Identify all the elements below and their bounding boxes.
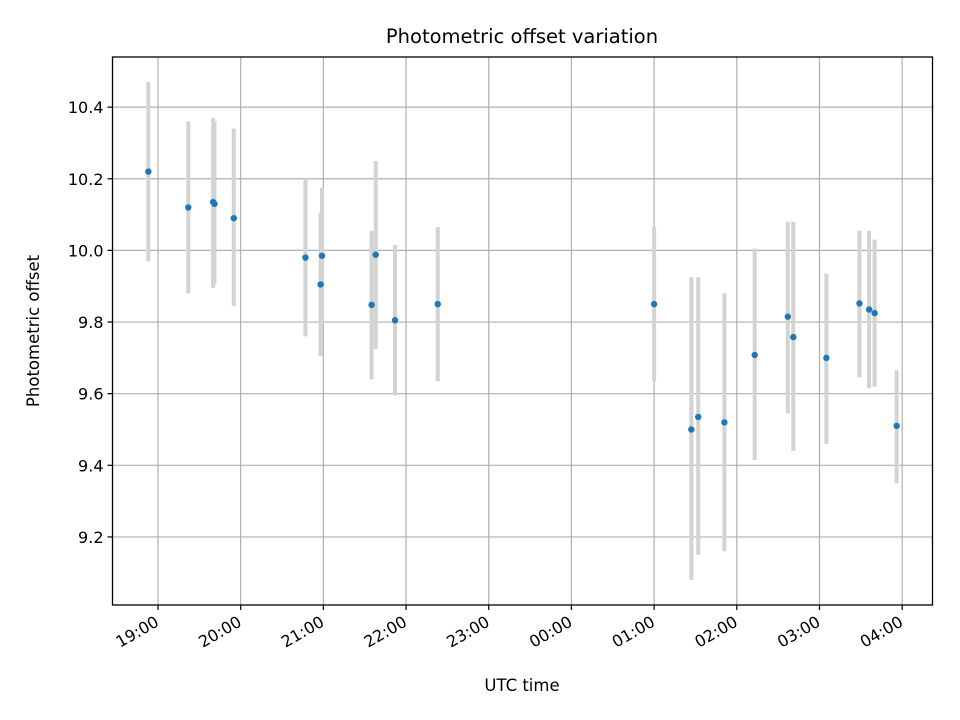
x-tick-label: 22:00 (361, 612, 410, 652)
x-axis-label: UTC time (484, 676, 559, 695)
y-tick-label: 9.4 (78, 456, 103, 475)
y-tick-label: 10.2 (68, 170, 104, 189)
x-tick-label: 23:00 (443, 612, 492, 652)
data-point (434, 300, 441, 308)
data-point (145, 168, 152, 175)
x-tick-label: 04:00 (857, 612, 906, 652)
data-point (893, 422, 900, 430)
data-point (721, 419, 728, 426)
data-point (317, 281, 324, 288)
y-axis-label: Photometric offset (24, 254, 43, 407)
data-point (185, 204, 192, 211)
data-point (211, 200, 218, 208)
x-tick-label: 01:00 (609, 612, 658, 652)
y-tick-label: 10.0 (68, 241, 104, 260)
x-tick-label: 21:00 (278, 612, 327, 652)
x-gridlines (157, 57, 903, 605)
data-point (784, 313, 791, 320)
data-point (372, 251, 379, 258)
data-point (871, 309, 878, 317)
y-tick-label: 10.4 (68, 98, 104, 117)
x-tick-label: 02:00 (691, 612, 740, 652)
data-point (695, 413, 702, 421)
data-point (650, 300, 658, 308)
data-point (865, 306, 873, 313)
y-tick-label: 9.2 (78, 528, 103, 547)
x-tick-label: 00:00 (526, 612, 575, 652)
data-point (823, 354, 830, 362)
data-points (145, 168, 900, 433)
data-point (751, 351, 758, 359)
data-point (790, 333, 797, 341)
y-tick-label: 9.6 (78, 385, 103, 404)
x-axis-ticks: 19:00 20:00 21:00 22:00 23:00 00:00 01:00 02:00… (113, 605, 906, 652)
data-point (368, 301, 375, 309)
plot-frame (111, 56, 934, 606)
y-axis-ticks: 9.2 9.4 9.6 9.8 10.0 10.2 10.4 (68, 98, 113, 547)
y-gridlines (112, 106, 933, 538)
error-bars (146, 82, 899, 580)
x-tick-label: 20:00 (195, 612, 244, 652)
x-tick-label: 19:00 (113, 612, 162, 652)
data-point (230, 214, 237, 222)
y-tick-label: 9.8 (78, 313, 103, 332)
data-point (318, 252, 326, 259)
chart-title: Photometric offset variation (386, 25, 658, 48)
data-point (302, 254, 309, 261)
data-point (391, 317, 399, 324)
x-tick-label: 03:00 (774, 612, 823, 652)
data-point (856, 300, 863, 307)
data-point (688, 426, 695, 433)
